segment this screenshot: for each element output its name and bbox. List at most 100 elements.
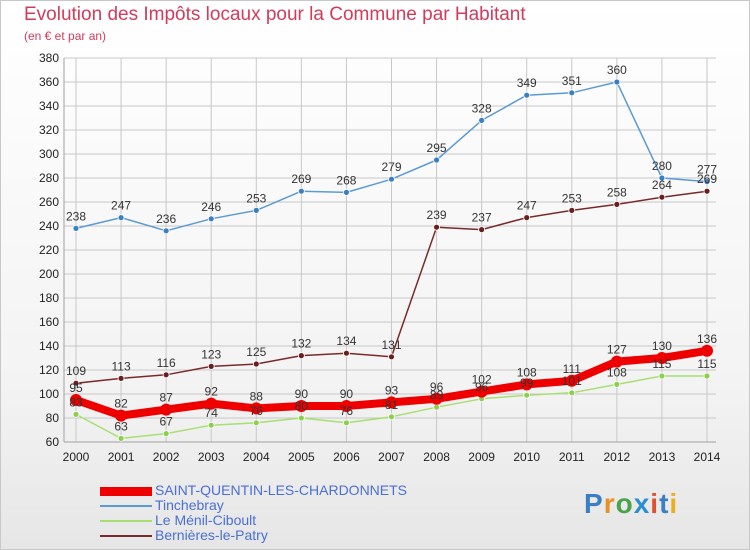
- data-label: 247: [111, 199, 131, 213]
- data-point: [250, 402, 263, 415]
- data-point: [613, 78, 621, 86]
- chart-title: Evolution des Impôts locaux pour la Comm…: [24, 4, 526, 25]
- logo-letter: i: [650, 488, 660, 519]
- x-tick-label: 2005: [288, 450, 315, 464]
- data-point: [205, 397, 218, 410]
- data-label: 109: [66, 364, 86, 378]
- data-label: 136: [697, 332, 717, 346]
- logo-letter: o: [615, 488, 634, 519]
- data-label: 95: [69, 381, 83, 395]
- data-point: [658, 193, 666, 201]
- data-point: [343, 188, 350, 196]
- data-label: 237: [472, 211, 492, 225]
- data-point: [523, 214, 531, 222]
- y-tick-label: 260: [39, 195, 59, 209]
- data-point: [115, 409, 128, 422]
- data-point: [433, 156, 440, 164]
- data-label: 115: [697, 357, 716, 371]
- data-label: 96: [430, 380, 444, 394]
- data-label: 96: [475, 380, 489, 394]
- data-label: 125: [246, 345, 266, 359]
- data-point: [295, 400, 308, 412]
- data-point: [72, 224, 80, 232]
- data-label: 279: [381, 160, 401, 174]
- data-point: [610, 355, 623, 368]
- x-tick-label: 2006: [333, 450, 360, 464]
- series-tinchebray: [72, 78, 711, 235]
- data-label: 258: [607, 185, 627, 199]
- data-point: [433, 403, 440, 411]
- data-point: [117, 434, 125, 442]
- y-tick-label: 80: [46, 411, 60, 425]
- legend-swatch: [100, 535, 152, 537]
- data-label: 253: [246, 191, 266, 205]
- proxiti-logo: Proxiti: [584, 488, 678, 520]
- y-tick-label: 140: [39, 339, 59, 353]
- data-point: [568, 206, 576, 214]
- data-point: [252, 360, 260, 368]
- data-point: [162, 227, 170, 235]
- data-label: 253: [562, 191, 582, 205]
- data-label: 90: [295, 387, 309, 401]
- data-label: 108: [607, 365, 627, 379]
- x-tick-label: 2002: [153, 450, 180, 464]
- data-label: 269: [291, 172, 311, 186]
- x-tick-label: 2011: [559, 450, 585, 464]
- data-point: [388, 175, 395, 183]
- data-label: 123: [201, 347, 221, 361]
- data-label: 134: [336, 334, 356, 348]
- data-point: [162, 430, 170, 438]
- x-tick-label: 2008: [423, 450, 450, 464]
- y-tick-label: 100: [39, 387, 59, 401]
- data-label: 93: [385, 383, 399, 397]
- legend-swatch: [100, 505, 152, 507]
- y-tick-label: 360: [39, 75, 59, 89]
- data-label: 80: [295, 399, 309, 413]
- data-point: [658, 174, 666, 182]
- logo-letter: x: [633, 488, 651, 519]
- data-label: 111: [563, 362, 582, 376]
- chart-subtitle: (en € et par an): [24, 29, 107, 43]
- data-label: 101: [562, 374, 582, 388]
- data-label: 277: [697, 163, 717, 177]
- data-label: 99: [520, 376, 534, 390]
- legend-label: SAINT-QUENTIN-LES-CHARDONNETS: [155, 482, 408, 498]
- data-label: 131: [381, 338, 401, 352]
- x-tick-label: 2007: [378, 450, 405, 464]
- legend-label: Tinchebray: [155, 497, 224, 513]
- data-point: [160, 403, 173, 416]
- data-point: [658, 372, 666, 380]
- data-point: [340, 400, 353, 412]
- data-point: [385, 396, 398, 409]
- data-point: [117, 374, 125, 382]
- data-point: [70, 394, 82, 406]
- series-saint-quentin-les-chardonnets: [70, 344, 713, 422]
- y-tick-label: 180: [39, 291, 59, 305]
- data-label: 269: [697, 172, 717, 186]
- data-point: [252, 206, 260, 214]
- series-berni-res-le-patry: [72, 187, 711, 387]
- data-label: 246: [201, 200, 221, 214]
- data-point: [72, 410, 80, 418]
- x-tick-label: 2003: [198, 450, 225, 464]
- data-label: 351: [562, 74, 582, 88]
- data-point: [343, 419, 350, 427]
- data-label: 108: [517, 365, 537, 379]
- data-point: [430, 392, 443, 405]
- logo-letter: P: [584, 488, 604, 519]
- x-tick-label: 2004: [243, 450, 270, 464]
- y-tick-label: 60: [46, 435, 60, 449]
- series-layer: [70, 78, 713, 442]
- data-point: [343, 349, 350, 357]
- y-tick-label: 120: [39, 363, 59, 377]
- legend-swatch: [100, 520, 152, 522]
- data-point: [701, 344, 713, 357]
- data-point: [207, 421, 215, 429]
- data-label: 87: [159, 391, 173, 405]
- data-label: 132: [291, 337, 311, 351]
- y-tick-label: 380: [39, 51, 59, 65]
- data-point: [568, 89, 576, 97]
- data-label: 83: [69, 395, 83, 409]
- data-point: [433, 223, 440, 231]
